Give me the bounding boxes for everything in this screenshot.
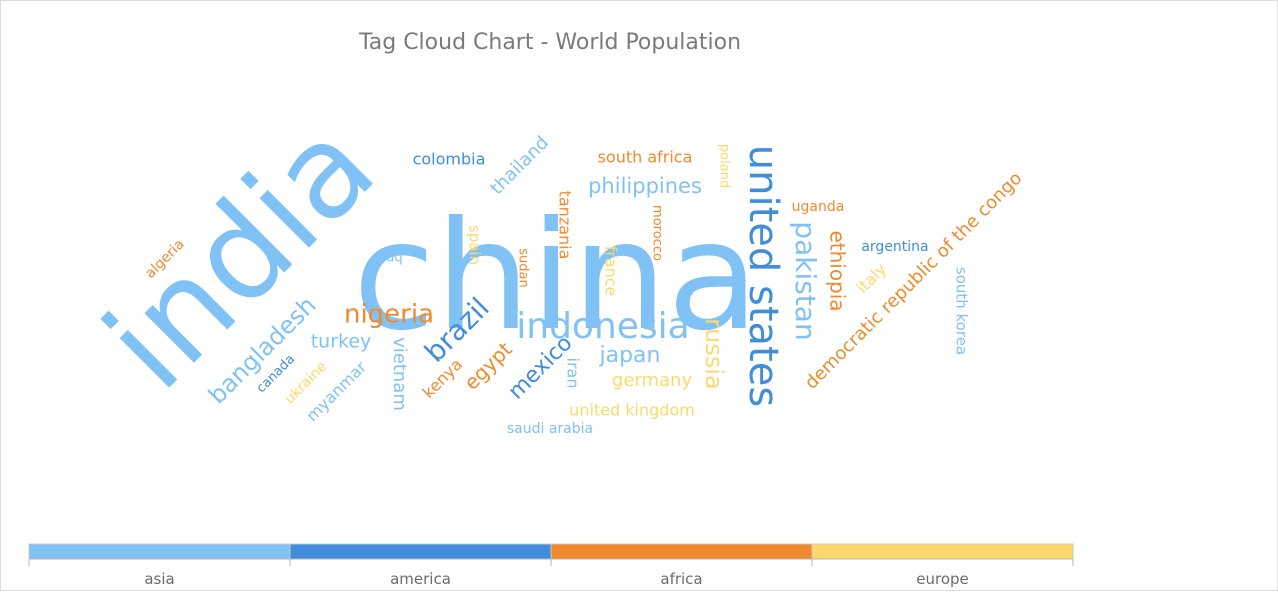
tag-iraq[interactable]: iraq: [377, 251, 402, 266]
tag-south-africa[interactable]: south africa: [598, 148, 693, 167]
tag-colombia[interactable]: colombia: [413, 150, 486, 169]
legend-swatch-asia: [28, 543, 291, 560]
tag-iran[interactable]: iran: [564, 358, 583, 389]
tag-poland[interactable]: poland: [717, 144, 732, 188]
tag-china[interactable]: china: [353, 190, 759, 364]
tag-saudi-arabia[interactable]: saudi arabia: [507, 421, 593, 437]
chart-title: Tag Cloud Chart - World Population: [358, 30, 741, 55]
tag-nigeria[interactable]: nigeria: [344, 300, 434, 330]
tag-pakistan[interactable]: pakistan: [789, 221, 822, 340]
tag-philippines[interactable]: philippines: [588, 174, 702, 198]
tag-turkey[interactable]: turkey: [311, 331, 372, 353]
tag-russia[interactable]: russia: [700, 318, 728, 389]
tag-ethiopia[interactable]: ethiopia: [826, 230, 850, 311]
legend-swatch-africa: [550, 543, 813, 560]
tag-united-kingdom[interactable]: united kingdom: [569, 401, 695, 420]
legend-label-america: america: [390, 570, 451, 588]
legend: asia america africa europe: [28, 543, 1074, 588]
tag-france[interactable]: france: [602, 246, 621, 297]
tag-thailand[interactable]: thailand: [486, 132, 553, 199]
tag-south-korea[interactable]: south korea: [953, 267, 971, 355]
tag-sudan[interactable]: sudan: [516, 248, 531, 287]
legend-swatch-america: [289, 543, 552, 560]
legend-label-asia: asia: [144, 570, 174, 588]
legend-label-africa: africa: [660, 570, 702, 588]
tag-morocco[interactable]: morocco: [650, 205, 665, 261]
tag-united-states[interactable]: united states: [740, 145, 786, 407]
tag-japan[interactable]: japan: [599, 343, 661, 368]
tag-uganda[interactable]: uganda: [792, 199, 845, 215]
tag-germany[interactable]: germany: [612, 370, 693, 391]
tag-tanzania[interactable]: tanzania: [556, 191, 575, 260]
tag-indonesia[interactable]: indonesia: [516, 306, 689, 347]
tag-italy[interactable]: italy: [852, 259, 890, 297]
tag-argentina[interactable]: argentina: [861, 239, 928, 255]
tag-vietnam[interactable]: vietnam: [389, 337, 410, 411]
legend-swatch-europe: [811, 543, 1074, 560]
legend-label-europe: europe: [916, 570, 969, 588]
tag-spain[interactable]: spain: [466, 225, 484, 265]
